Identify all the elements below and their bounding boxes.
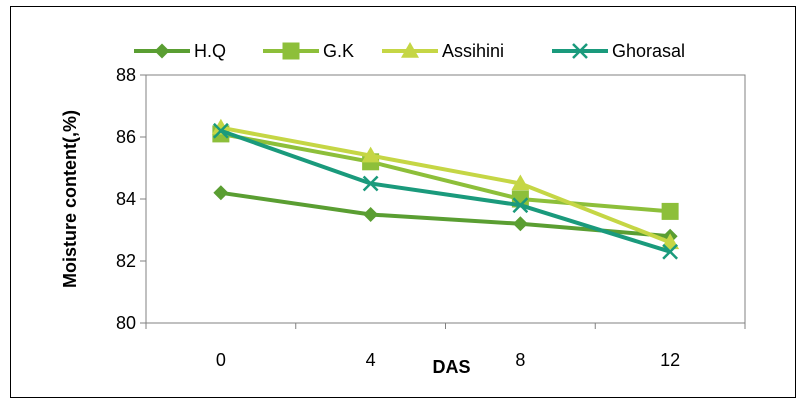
legend-item-assihini: Assihini [382,41,504,61]
x-tick-label: 0 [216,350,226,370]
data-point-g-k [661,202,679,220]
series-line-assihini [220,125,671,245]
y-tick-label: 86 [116,127,136,147]
data-point-assihini [511,174,530,191]
x-tick-label: 8 [515,350,525,370]
y-axis-title: Moisture content(,%) [60,110,80,288]
legend-item-g-k: G.K [263,41,354,61]
legend-swatch-marker [282,42,300,60]
series-line-g-k [220,131,671,214]
x-tick-label: 4 [366,350,376,370]
data-point-assihini [361,146,380,163]
legend-item-h-q: H.Q [134,41,226,61]
y-tick-label: 84 [116,189,136,209]
chart-frame [10,6,796,398]
x-tick-label: 12 [660,350,680,370]
data-point-ghorasal [512,197,529,214]
data-point-ghorasal [662,243,679,260]
series-ghorasal [212,122,679,260]
legend-swatch-marker [154,43,170,59]
series-line-ghorasal [220,128,671,254]
y-tick-label: 80 [116,313,136,333]
legend-item-ghorasal: Ghorasal [552,41,685,61]
data-point-assihini [661,233,680,250]
data-point-ghorasal [362,175,379,192]
legend: H.Q G.K Assihini Ghorasal [134,41,685,61]
legend-swatch-marker [401,42,419,58]
legend-label: G.K [323,41,354,61]
series-assihini [211,118,680,250]
x-axis-title: DAS [432,357,470,377]
data-point-h-q [213,185,229,201]
data-point-h-q [512,216,528,232]
legend-label: Assihini [442,41,504,61]
plot-area [145,74,746,324]
data-point-h-q [363,207,379,222]
legend-swatch-marker [572,43,588,59]
y-tick-label: 88 [116,65,136,85]
series-layer [211,118,680,260]
data-point-ghorasal [212,122,229,139]
y-tick-label: 82 [116,251,136,271]
legend-label: Ghorasal [612,41,685,61]
plot-axes: 80 82 84 86 88 0 4 8 12 [116,65,746,370]
legend-label: H.Q [194,41,226,61]
